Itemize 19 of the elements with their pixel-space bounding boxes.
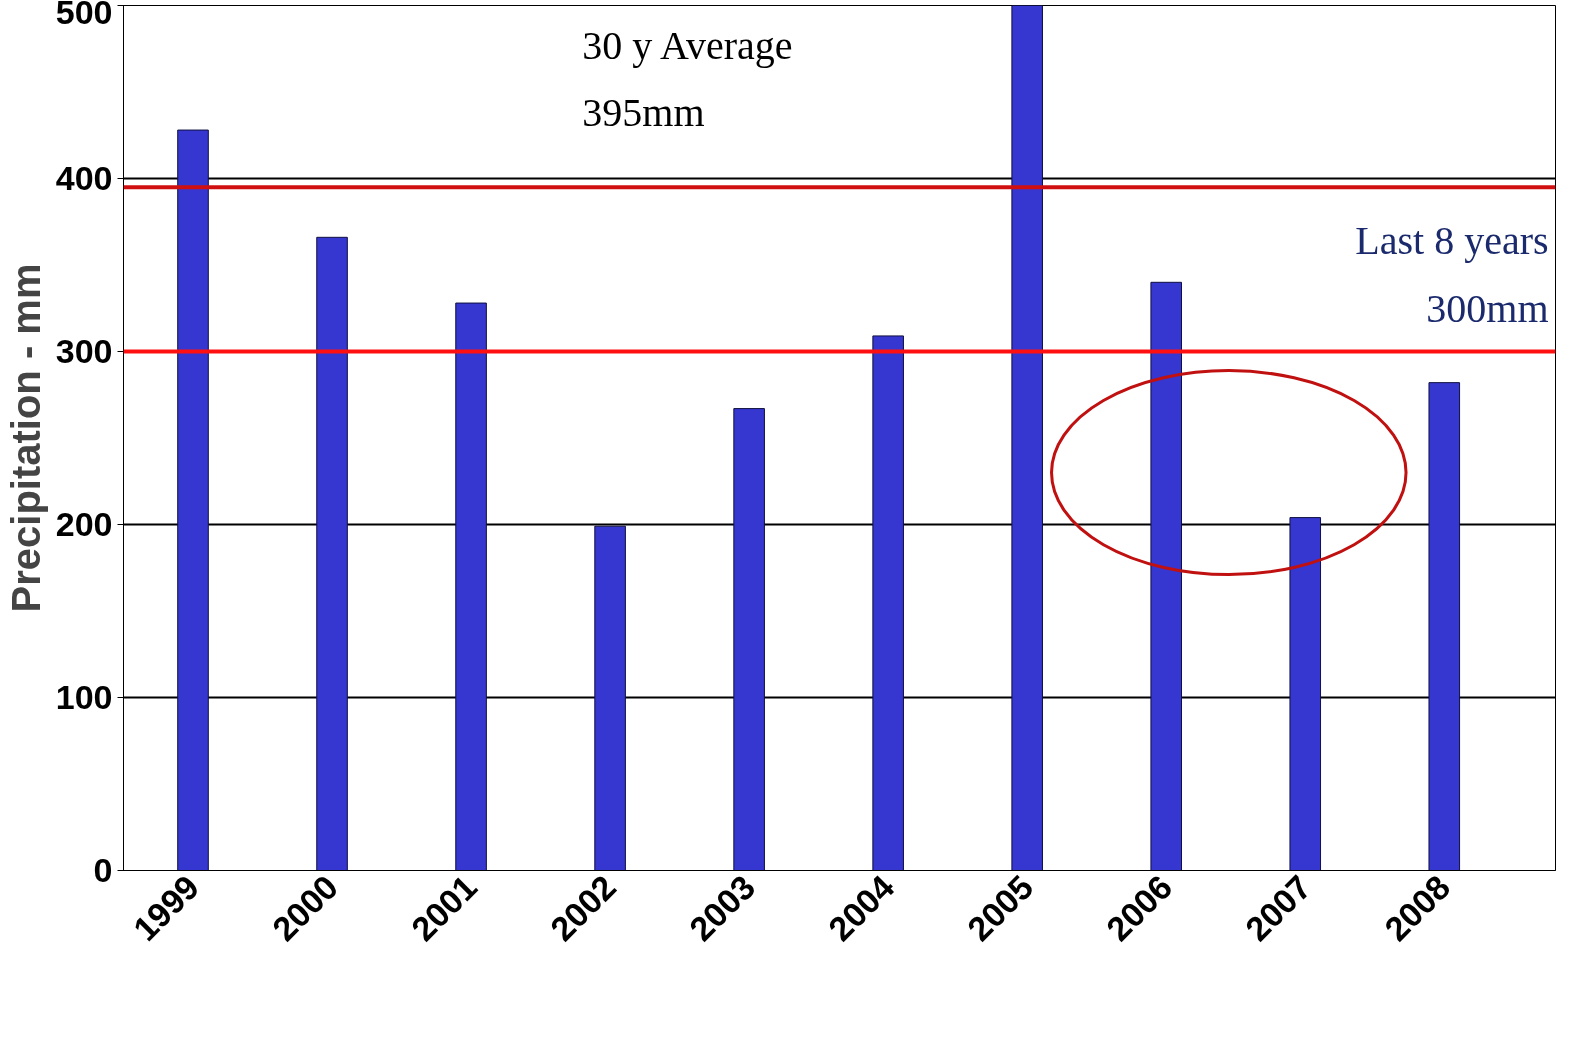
y-axis-title: Precipitation - mm [3,263,48,613]
ref-line-label: Last 8 years 300mm [1355,218,1549,331]
ref-line-label: 30 y Average 395mm [582,22,793,136]
y-tick-label: 300 [55,332,113,370]
bar [1011,5,1043,871]
y-tick-label: 200 [55,505,113,543]
bar [1150,281,1183,871]
bar [1428,382,1461,871]
bar [594,525,626,871]
bar [1289,517,1322,871]
bar [316,236,348,871]
bar [872,335,904,871]
bar [455,302,487,871]
y-tick-label: 500 [55,0,113,31]
y-tick-label: 0 [93,851,113,889]
y-tick-label: 400 [55,159,113,197]
bar [177,129,209,871]
bar [733,408,765,871]
y-tick-label: 100 [55,678,113,716]
